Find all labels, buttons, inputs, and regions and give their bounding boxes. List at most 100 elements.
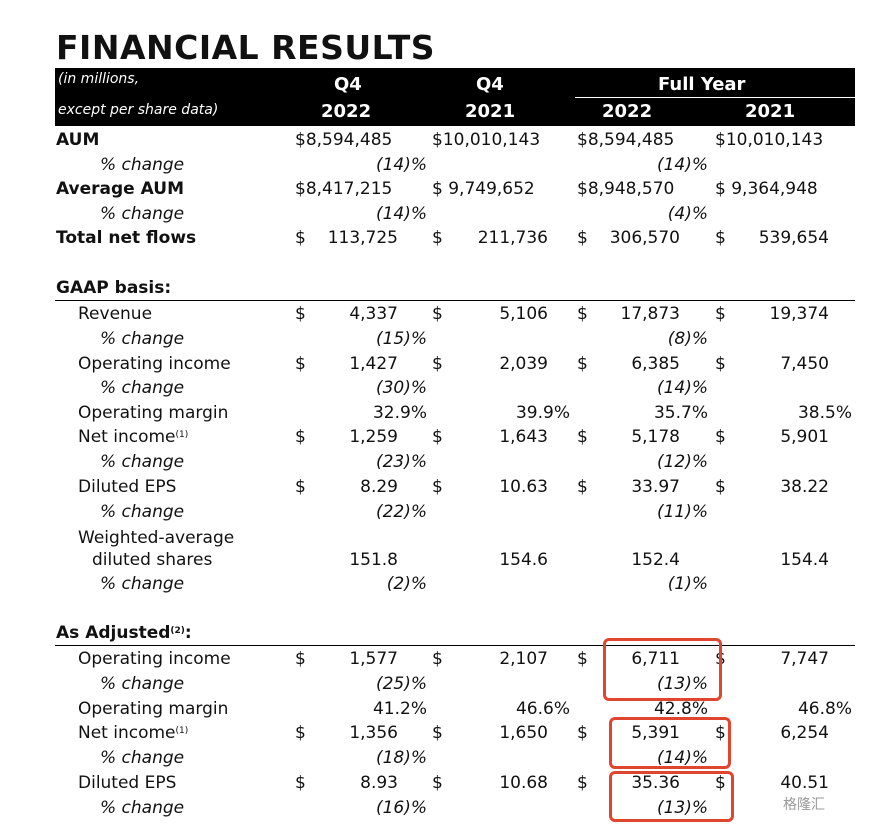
cell-opinc_pct-0: (30)% (375, 378, 427, 398)
cell-netinc-1: 1,643 (499, 427, 548, 447)
cell-opmargin-1: 39.9% (515, 403, 570, 423)
dollar-sign-opinc-3: $ (715, 354, 726, 374)
col-q4-2022-year: 2022 (321, 101, 372, 122)
dollar-sign-netinc-2: $ (577, 427, 588, 447)
row-label-aum_pct: % change (100, 155, 185, 175)
row-label-rev_pct: % change (100, 329, 185, 349)
row-label-opmargin: Operating margin (78, 403, 229, 423)
row-label-a_netinc_pct: % change (100, 748, 185, 768)
row-label-net_flows: Total net flows (56, 228, 197, 248)
cell-a_eps_pct-2: (13)% (656, 798, 708, 818)
cell-net_flows-3: 539,654 (758, 228, 829, 248)
watermark: 格隆汇 (783, 797, 825, 813)
row-label-rev: Revenue (78, 304, 153, 324)
dollar-sign-a_opinc-0: $ (295, 649, 306, 669)
row-label-gaap: GAAP basis: (56, 278, 172, 298)
cell-a_netinc_pct-2: (14)% (656, 748, 708, 768)
dollar-sign-netinc-3: $ (715, 427, 726, 447)
cell-a_opinc_pct-2: (13)% (656, 674, 708, 694)
row-label-a_opmargin: Operating margin (78, 699, 229, 719)
cell-netinc-0: 1,259 (349, 427, 398, 447)
row-label-opinc: Operating income (78, 354, 231, 374)
col-full-year: Full Year (658, 74, 746, 95)
cell-rev_pct-2: (8)% (667, 329, 708, 349)
row-label-a_opinc_pct: % change (100, 674, 185, 694)
cell-opinc-3: 7,450 (780, 354, 829, 374)
gaap-divider (55, 300, 855, 301)
row-label-a_opinc: Operating income (78, 649, 231, 669)
cell-opinc-2: 6,385 (631, 354, 680, 374)
dollar-sign-opinc-2: $ (577, 354, 588, 374)
cell-wavg_pct-0: (2)% (386, 574, 427, 594)
cell-eps-2: 33.97 (631, 477, 680, 497)
cell-rev-0: 4,337 (349, 304, 398, 324)
row-label-wavg_pct: % change (100, 574, 185, 594)
cell-a_eps_pct-0: (16)% (375, 798, 427, 818)
row-label-avg_aum_pct: % change (100, 204, 185, 224)
row-label-eps: Diluted EPS (78, 477, 177, 497)
cell-wavg_pct-2: (1)% (667, 574, 708, 594)
cell-wavg2-3: 154.4 (780, 550, 829, 570)
cell-eps_pct-0: (22)% (375, 502, 427, 522)
dollar-sign-eps-1: $ (432, 477, 443, 497)
cell-wavg2-1: 154.6 (499, 550, 548, 570)
cell-a_eps-2: 35.36 (631, 773, 680, 793)
full-year-divider (575, 97, 855, 98)
cell-aum-2: $8,594,485 (577, 130, 675, 150)
dollar-sign-a_eps-0: $ (295, 773, 306, 793)
cell-avg_aum-2: $8,948,570 (577, 179, 675, 199)
table-header: (in millions, except per share data) Q4 … (55, 68, 855, 126)
dollar-sign-a_netinc-3: $ (715, 723, 726, 743)
cell-aum-1: $10,010,143 (432, 130, 541, 150)
cell-netinc_pct-2: (12)% (656, 452, 708, 472)
dollar-sign-rev-1: $ (432, 304, 443, 324)
units-note-line2: except per share data) (58, 102, 219, 118)
row-label-a_netinc: Net income(1) (78, 723, 189, 743)
dollar-sign-a_eps-1: $ (432, 773, 443, 793)
cell-a_netinc-2: 5,391 (631, 723, 680, 743)
row-label-a_eps: Diluted EPS (78, 773, 177, 793)
dollar-sign-net_flows-0: $ (295, 228, 306, 248)
highlight-box-net-income (609, 717, 731, 769)
dollar-sign-rev-0: $ (295, 304, 306, 324)
cell-avg_aum_pct-0: (14)% (375, 204, 427, 224)
cell-eps_pct-2: (11)% (656, 502, 708, 522)
cell-eps-1: 10.63 (499, 477, 548, 497)
cell-aum_pct-2: (14)% (656, 155, 708, 175)
dollar-sign-rev-2: $ (577, 304, 588, 324)
row-label-avg_aum: Average AUM (56, 179, 184, 199)
cell-a_netinc-0: 1,356 (349, 723, 398, 743)
cell-avg_aum-3: $ 9,364,948 (715, 179, 818, 199)
cell-avg_aum-0: $8,417,215 (295, 179, 393, 199)
dollar-sign-a_netinc-0: $ (295, 723, 306, 743)
row-label-wavg1: Weighted-average (78, 528, 235, 548)
dollar-sign-a_eps-3: $ (715, 773, 726, 793)
dollar-sign-a_eps-2: $ (577, 773, 588, 793)
cell-opinc-1: 2,039 (499, 354, 548, 374)
cell-rev_pct-0: (15)% (375, 329, 427, 349)
cell-aum-3: $10,010,143 (715, 130, 824, 150)
cell-rev-3: 19,374 (769, 304, 829, 324)
dollar-sign-opinc-1: $ (432, 354, 443, 374)
cell-a_eps-1: 10.68 (499, 773, 548, 793)
dollar-sign-net_flows-1: $ (432, 228, 443, 248)
dollar-sign-netinc-1: $ (432, 427, 443, 447)
row-label-eps_pct: % change (100, 502, 185, 522)
cell-rev-2: 17,873 (620, 304, 680, 324)
cell-eps-0: 8.29 (360, 477, 398, 497)
dollar-sign-a_netinc-2: $ (577, 723, 588, 743)
highlight-box-diluted-eps (609, 771, 734, 822)
dollar-sign-netinc-0: $ (295, 427, 306, 447)
cell-aum-0: $8,594,485 (295, 130, 393, 150)
row-label-netinc: Net income(1) (78, 427, 189, 447)
highlight-box-operating-income (603, 638, 722, 701)
cell-a_eps-3: 40.51 (780, 773, 829, 793)
cell-a_netinc-1: 1,650 (499, 723, 548, 743)
cell-avg_aum-1: $ 9,749,652 (432, 179, 535, 199)
cell-netinc-2: 5,178 (631, 427, 680, 447)
dollar-sign-net_flows-3: $ (715, 228, 726, 248)
cell-a_opmargin-2: 42.8% (653, 699, 708, 719)
row-label-wavg2: diluted shares (92, 550, 213, 570)
dollar-sign-eps-0: $ (295, 477, 306, 497)
adjusted-divider (55, 645, 855, 646)
